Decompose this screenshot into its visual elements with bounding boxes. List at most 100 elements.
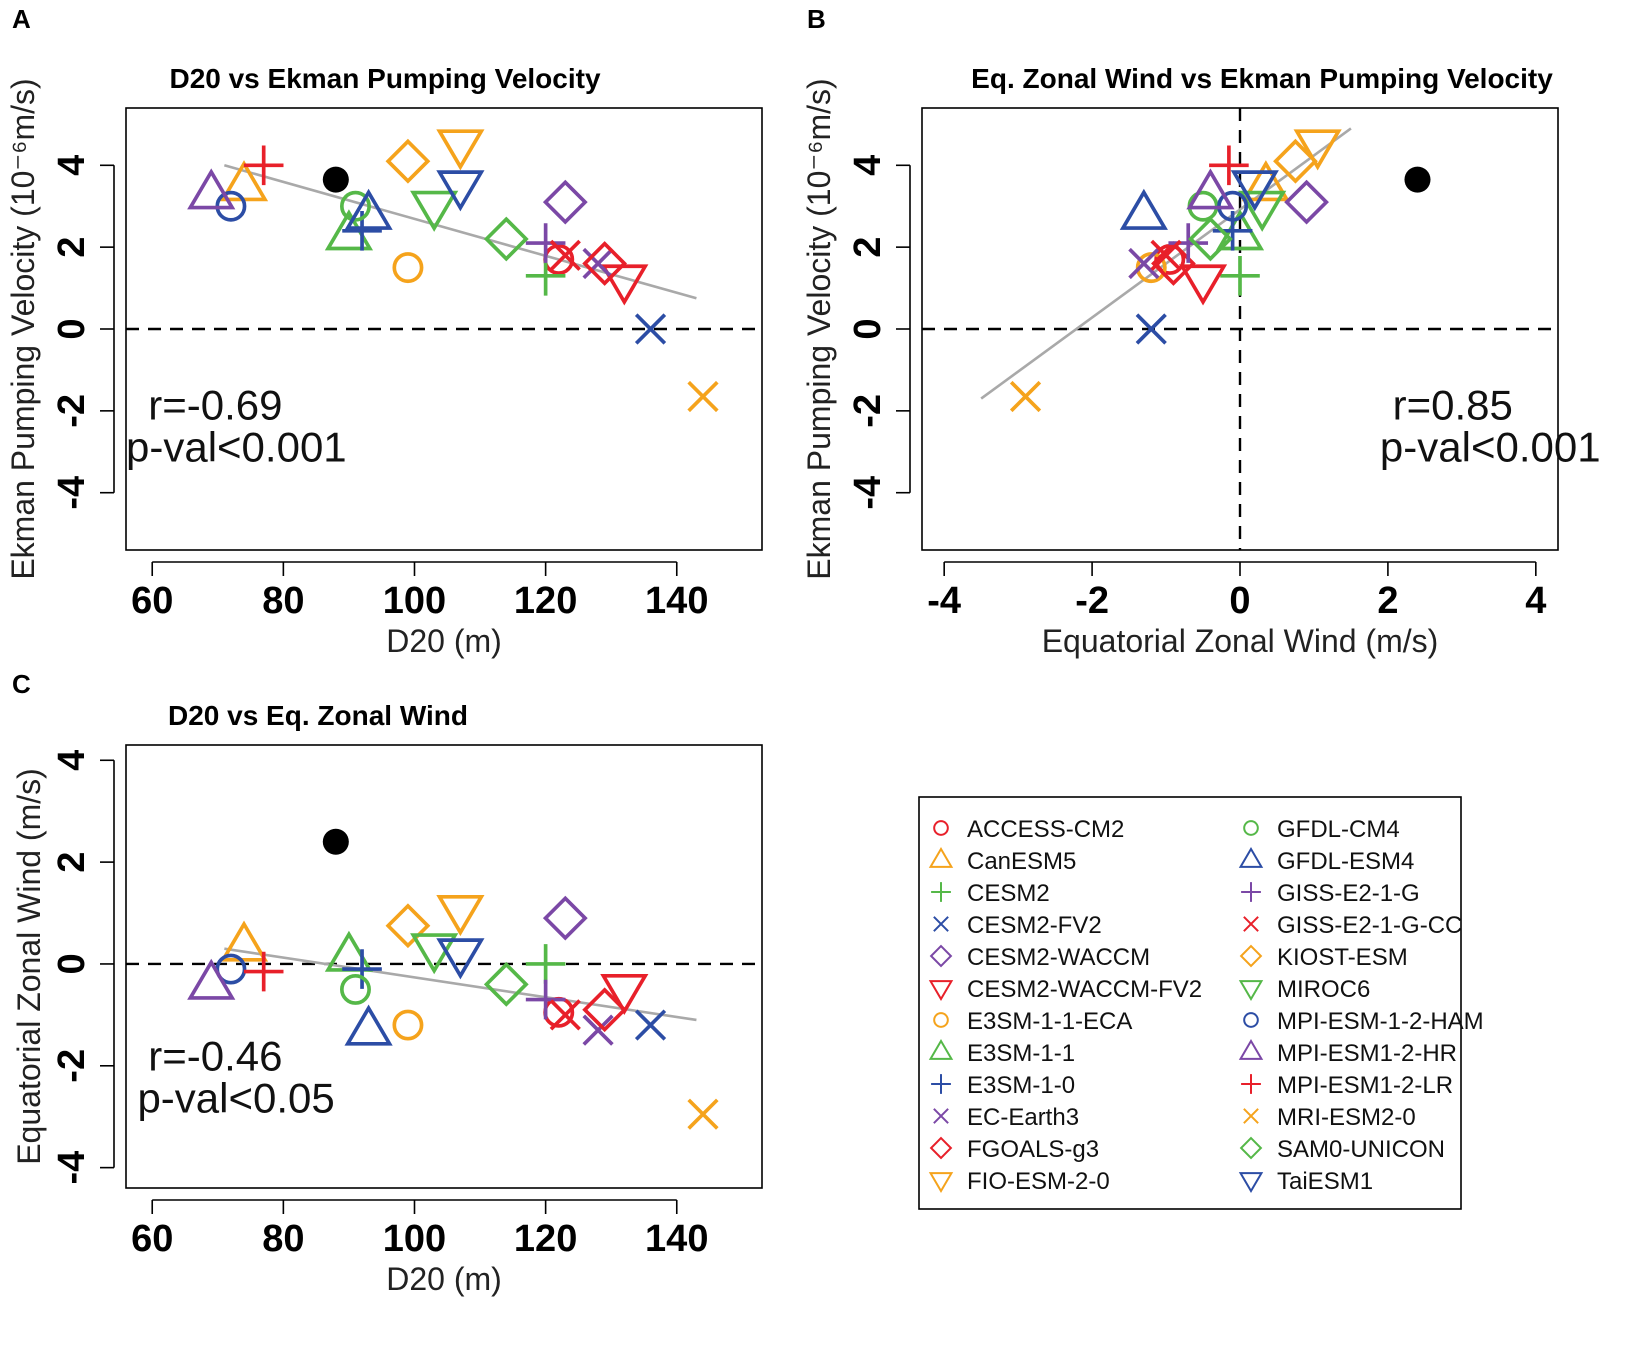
point-giss-e2-1-g-cc (1150, 239, 1182, 271)
legend-item-access-cm2: ACCESS-CM2 (933, 816, 1124, 843)
cross-icon (933, 916, 949, 932)
y-tick-label: 4 (51, 155, 93, 176)
y-tick-label: -2 (847, 394, 889, 428)
panel-letter: C (12, 669, 31, 699)
point-taiesm1 (436, 938, 485, 980)
stat-r: r=0.85 (1393, 382, 1513, 429)
point-sam0-unicon (483, 961, 529, 1007)
legend-label: ACCESS-CM2 (967, 816, 1124, 843)
diamond-icon (929, 1136, 953, 1160)
regression-line (224, 947, 697, 1022)
y-tick-label: 0 (51, 318, 93, 339)
legend-label: E3SM-1-0 (967, 1072, 1075, 1099)
stat-p: p-val<0.05 (137, 1075, 334, 1122)
y-tick-label: 4 (51, 750, 93, 771)
legend-item-fio-esm-2-0: FIO-ESM-2-0 (928, 1168, 1110, 1195)
y-tick-label: 4 (847, 155, 889, 176)
point-ec-earth3 (582, 247, 614, 280)
plus-icon (1241, 1074, 1261, 1094)
legend-label: E3SM-1-1 (967, 1040, 1075, 1067)
x-tick-label: 0 (1229, 580, 1250, 622)
circle-icon (933, 820, 949, 836)
legend-item-sam0-unicon: SAM0-UNICON (1239, 1136, 1445, 1163)
plus-icon (931, 882, 951, 902)
x-tick-label: 80 (262, 1218, 304, 1260)
y-tick-label: 2 (51, 237, 93, 258)
circle-icon (1243, 820, 1259, 836)
point-fgoals-g3 (582, 987, 628, 1033)
point-fio-esm-2-0 (436, 129, 485, 171)
point-cesm2-waccm-fv2 (600, 264, 649, 306)
point-giss-e2-1-g (525, 979, 566, 1020)
circle-icon (933, 1012, 949, 1028)
point-e3sm-1-1-eca (392, 1009, 424, 1041)
legend-label: CESM2-FV2 (967, 912, 1102, 939)
legend-item-e3sm-1-1: E3SM-1-1 (928, 1039, 1075, 1067)
legend-item-cesm2: CESM2 (931, 880, 1050, 907)
point-kiost-esm (385, 138, 431, 184)
diamond-icon (1239, 1136, 1263, 1160)
plus-icon (1241, 882, 1261, 902)
legend-label: SAM0-UNICON (1277, 1136, 1445, 1163)
legend-label: CESM2-WACCM-FV2 (967, 976, 1202, 1003)
legend-item-cesm2-waccm-fv2: CESM2-WACCM-FV2 (928, 976, 1202, 1003)
point-cesm2 (525, 944, 566, 984)
x-tick-label: 100 (383, 580, 446, 622)
panel-b: B Eq. Zonal Wind vs Ekman Pumping Velocit… (801, 4, 1601, 659)
panel-title: Eq. Zonal Wind vs Ekman Pumping Velocity (971, 63, 1553, 94)
point-sam0-unicon (1188, 216, 1233, 262)
point-mpi-esm1-2-lr (243, 951, 284, 992)
point-kiost-esm (385, 903, 431, 949)
point-gfdl-cm4 (340, 190, 371, 222)
legend-item-cesm2-waccm: CESM2-WACCM (929, 944, 1150, 971)
point-canesm5 (219, 920, 269, 962)
point-gfdl-cm4 (340, 973, 371, 1005)
legend-item-kiost-esm: KIOST-ESM (1239, 944, 1408, 971)
regression-line (223, 164, 697, 300)
point-mpi-esm1-2-hr (187, 958, 236, 1000)
stat-r: r=-0.46 (148, 1033, 282, 1080)
legend-label: CESM2 (967, 880, 1050, 907)
x-tick-label: 100 (383, 1218, 446, 1260)
point-ec-earth3 (582, 1014, 614, 1046)
legend-item-canesm5: CanESM5 (928, 847, 1076, 875)
point-miroc6 (410, 190, 459, 232)
point-canesm5 (1241, 160, 1290, 202)
y-tick-label: -4 (51, 476, 93, 510)
point-e3sm-1-0 (1212, 210, 1253, 251)
legend-item-taiesm1: TaiESM1 (1238, 1168, 1373, 1195)
point-taiesm1 (1230, 170, 1279, 212)
legend-frame (918, 796, 1462, 1210)
point-mpi-esm1-2-lr (243, 145, 284, 186)
legend-label: EC-Earth3 (967, 1104, 1079, 1131)
legend: ACCESS-CM2 CanESM5 CESM2 CESM2-FV2 CESM2-WAC… (918, 796, 1484, 1210)
point-cesm2-waccm (542, 179, 588, 225)
legend-item-giss-e2-1-g: GISS-E2-1-G (1241, 880, 1420, 907)
y-tick-label: 2 (51, 852, 93, 873)
legend-label: MIROC6 (1277, 976, 1370, 1003)
x-tick-label: 2 (1377, 580, 1398, 622)
legend-label: GFDL-CM4 (1277, 816, 1400, 843)
triangle-up-icon (1238, 847, 1264, 868)
x-axis-label: D20 (m) (386, 1261, 502, 1297)
triangle-down-icon (928, 980, 954, 1001)
cross-icon (1243, 916, 1259, 932)
y-tick-label: 0 (847, 318, 889, 339)
x-tick-label: 4 (1525, 580, 1546, 622)
point-mri-esm2-0 (687, 1098, 719, 1130)
x-tick-label: 80 (262, 580, 304, 622)
point-miroc6 (410, 933, 459, 975)
stat-r: r=-0.69 (148, 382, 282, 429)
point-gfdl-esm4 (344, 1004, 393, 1046)
triangle-down-icon (1238, 980, 1264, 1001)
legend-item-fgoals-g3: FGOALS-g3 (929, 1136, 1099, 1163)
point-cesm2-waccm (542, 895, 588, 941)
point-cesm2-fv2 (634, 313, 667, 345)
legend-item-mpi-esm1-2-lr: MPI-ESM1-2-LR (1241, 1072, 1453, 1099)
point-cesm2 (1220, 255, 1260, 296)
legend-label: E3SM-1-1-ECA (967, 1008, 1132, 1035)
stat-p: p-val<0.001 (1380, 424, 1601, 471)
point-sam0-unicon (483, 216, 529, 262)
point-observation (322, 166, 349, 193)
